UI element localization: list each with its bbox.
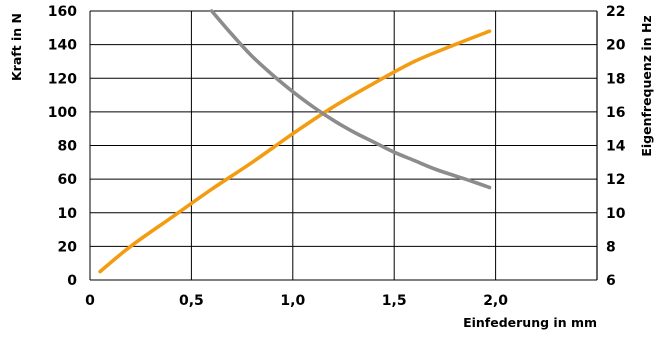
y-right-tick-label: 8 (606, 239, 616, 255)
y-right-tick-label: 10 (606, 206, 626, 222)
y-right-tick-label: 14 (606, 139, 626, 155)
x-tick-label: 1,0 (280, 293, 305, 309)
y-right-tick-label: 20 (606, 38, 626, 54)
x-axis-title: Einfederung in mm (463, 315, 597, 330)
grid (89, 10, 598, 281)
y-left-tick-label: 80 (58, 139, 78, 155)
y-right-tick-label: 16 (606, 105, 625, 121)
y-left-tick-label: 20 (58, 239, 78, 255)
series-line-eigenfrequenz (209, 9, 492, 190)
x-tick-label: 1,5 (382, 293, 407, 309)
y-left-tick-label: 120 (48, 71, 77, 87)
x-tick-label: 0,5 (179, 293, 204, 309)
y-axis-left-title: Kraft in N (9, 13, 24, 81)
series-layer (98, 9, 492, 274)
y-left-tick-label: 10 (58, 206, 78, 222)
x-tick-label: 2,0 (483, 293, 508, 309)
y-left-tick-label: 100 (48, 105, 77, 121)
x-tick-label: 0 (85, 293, 95, 309)
y-right-tick-label: 22 (606, 4, 625, 20)
y-right-tick-label: 12 (606, 172, 625, 188)
y-axis-right-title: Eigenfrequenz in Hz (639, 15, 654, 156)
y-left-tick-label: 0 (67, 273, 77, 289)
series-line-kraft (98, 29, 492, 274)
y-right-tick-label: 6 (606, 273, 616, 289)
ticks: 0 20 10 60 80 100 120 140 160 6 8 10 12 14 16 18 20 22 0 0,… (48, 4, 626, 309)
y-left-tick-label: 60 (58, 172, 78, 188)
y-left-tick-label: 140 (48, 38, 77, 54)
y-left-tick-label: 160 (48, 4, 77, 20)
y-right-tick-label: 18 (606, 71, 625, 87)
